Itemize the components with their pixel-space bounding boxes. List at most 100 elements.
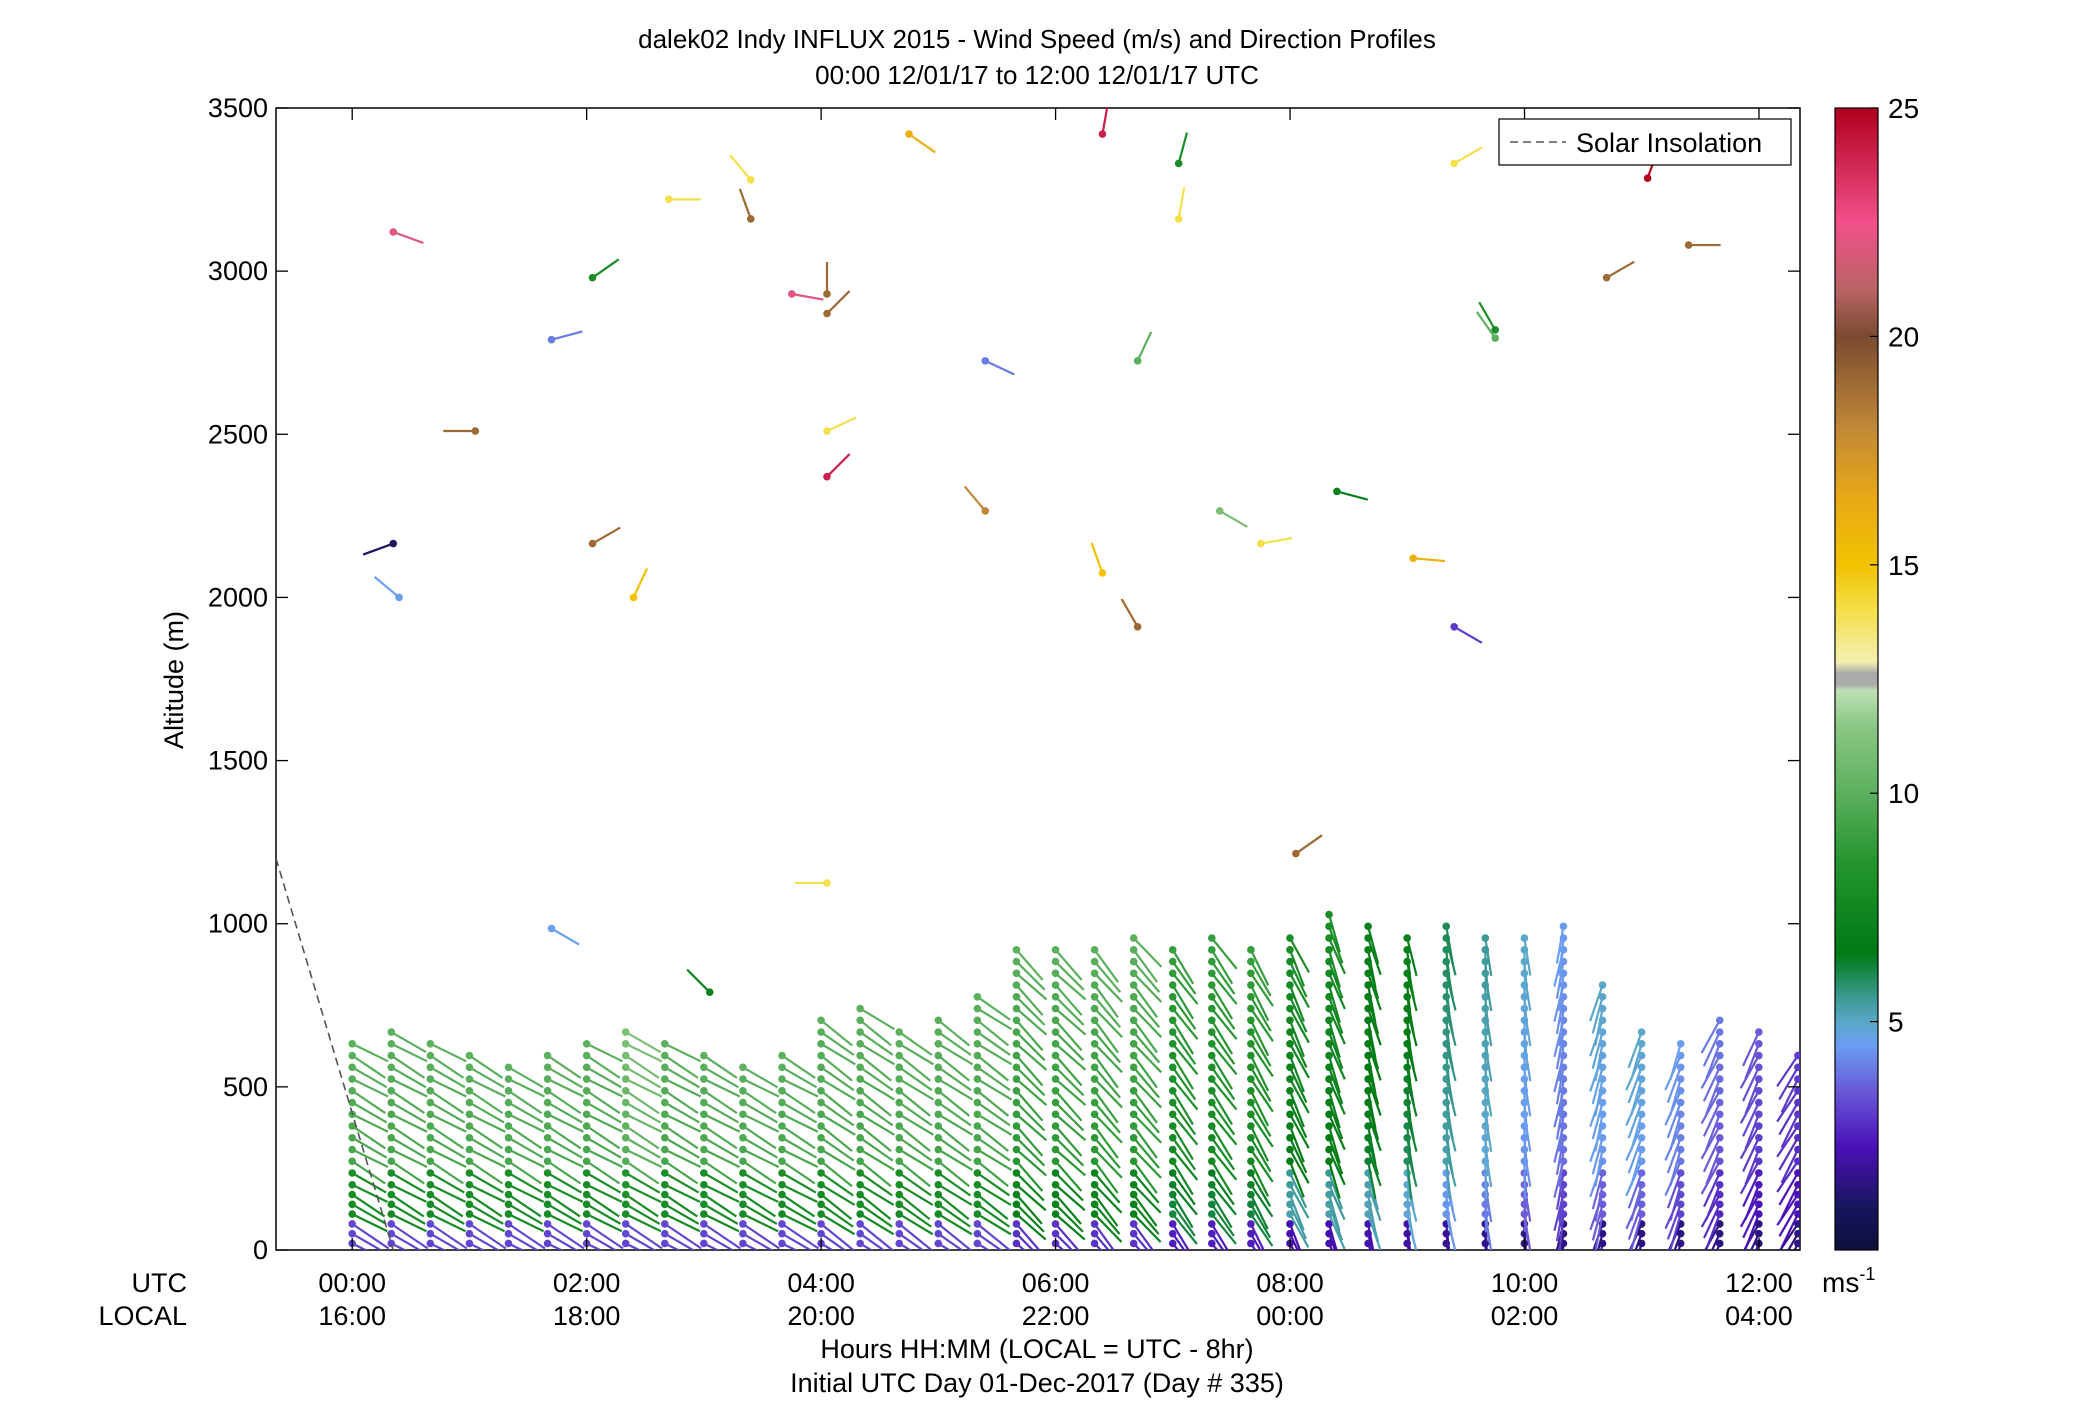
profile-barb-dot [1794,1180,1800,1189]
profile-barb-shaft [625,1113,663,1133]
profile-barb-dot [1676,1145,1685,1154]
profile-barb-dot [465,1110,474,1119]
profile-barb-dot [465,1145,474,1154]
profile-barb-dot [934,1122,943,1130]
profile-barb [1666,1169,1685,1209]
profile-barb-shaft [1288,1019,1305,1058]
profile-barb-dot [582,1145,591,1154]
upper-air-barb-dot [1333,487,1341,496]
profile-barb-shaft [1776,1090,1799,1123]
profile-barb-dot [465,1098,474,1107]
profile-barb-shaft [1445,1194,1452,1233]
profile-barb-dot [1286,1145,1294,1154]
profile-barb [1051,1075,1087,1106]
profile-barb-shaft [1015,949,1044,981]
profile-barb-shaft [1054,1183,1086,1212]
profile-barb-shaft [664,1213,701,1233]
profile-barb [582,1200,622,1225]
profile-barb-shaft [429,1054,465,1079]
profile-barb-shaft [1627,1203,1643,1240]
profile-barb-dot [387,1051,396,1060]
profile-barb [1168,1229,1186,1250]
profile-barb-shaft [1093,1242,1103,1250]
profile-barb [1129,1169,1160,1204]
profile-barb-dot [1129,1004,1138,1013]
profile-barb-dot [856,1169,864,1177]
profile-barb [426,1190,464,1218]
profile-barb [895,1239,913,1250]
profile-barb-dot [1950,1075,1958,1083]
upper-air-barb-dot [664,195,673,204]
profile-barb [1051,1180,1086,1212]
profile-barb [778,1190,816,1218]
profile-barb-dot [543,1075,552,1083]
profile-barb-dot [543,1063,552,1072]
profile-barb-shaft [586,1125,621,1150]
profile-barb-dot [1637,1180,1646,1189]
profile-barb-shaft [937,1078,974,1101]
profile-barb-shaft [1093,1054,1119,1089]
profile-barb-shaft [1591,1204,1604,1241]
profile-barb-shaft [820,1078,856,1101]
profile-barb [1012,1239,1026,1250]
profile-barb [660,1110,702,1133]
profile-barb [778,1075,819,1098]
profile-barb-shaft [742,1101,779,1124]
profile-barb-dot [543,1098,552,1107]
profile-barb-shaft [1054,1125,1083,1157]
profile-barb [1776,1086,1800,1123]
profile-barb [426,1200,465,1225]
profile-barb-dot [1286,969,1294,978]
profile-barb [660,1039,702,1063]
profile-barb-shaft [586,1242,603,1250]
profile-barb-shaft [1991,1224,2032,1240]
profile-barb [1890,1157,1919,1187]
profile-barb-shaft [898,1042,935,1066]
profile-barb-shaft [468,1160,504,1185]
profile-barb-dot [739,1169,747,1177]
profile-barb [1090,1169,1121,1204]
profile-barb-shaft [937,1042,974,1066]
profile-barb-shaft [664,1148,702,1168]
profile-barb-dot [1442,922,1451,931]
profile-barb-dot [1051,1200,1060,1209]
colorbar-ramp [1834,107,1879,1251]
profile-barb-shaft [1928,1214,1954,1239]
profile-barb [465,1086,504,1115]
profile-barb-dot [1051,1157,1060,1166]
profile-barb [1481,934,1493,976]
profile-barb [504,1110,545,1133]
profile-barb-dot [1325,1145,1333,1154]
profile-barb-shaft [1891,1067,1915,1095]
profile-barb-shaft [1249,1007,1274,1042]
y-tick-label: 2000 [208,582,268,612]
profile-barb-shaft [1054,1160,1083,1192]
profile-barb-dot [1950,1191,1958,1199]
upper-air-barb-dot [1491,326,1499,334]
profile-barb-shaft [1963,1185,1993,1205]
profile-barb-shaft [2001,1214,2033,1232]
profile-barb-dot [817,1122,825,1130]
profile-barb [1739,1051,1763,1089]
profile-barb-shaft [742,1203,778,1225]
profile-barb-shaft [2038,1114,2071,1129]
profile-barb-dot [1012,1220,1021,1228]
profile-barb [1778,1220,1800,1250]
profile-barb-shaft [976,1089,1010,1117]
profile-barb-shaft [1210,1160,1233,1196]
profile-barb [973,1039,1013,1066]
profile-barb-dot [1208,1145,1216,1154]
profile-barb-shaft [1739,1160,1760,1195]
profile-barb [1090,1098,1121,1134]
profile-barb-dot [465,1133,474,1142]
profile-barb-shaft [1054,1172,1084,1202]
profile-barb-shaft [1015,1172,1045,1202]
profile-barb-dot [973,1028,982,1036]
profile-barb-shaft [664,1101,700,1124]
profile-barb-dot [817,1051,825,1060]
profile-barb-dot [700,1098,708,1107]
profile-barb-shaft [1739,1055,1760,1089]
profile-barb-dot [1286,946,1294,954]
profile-barb-dot [934,1229,943,1238]
profile-barb-shaft [1819,1204,1837,1236]
